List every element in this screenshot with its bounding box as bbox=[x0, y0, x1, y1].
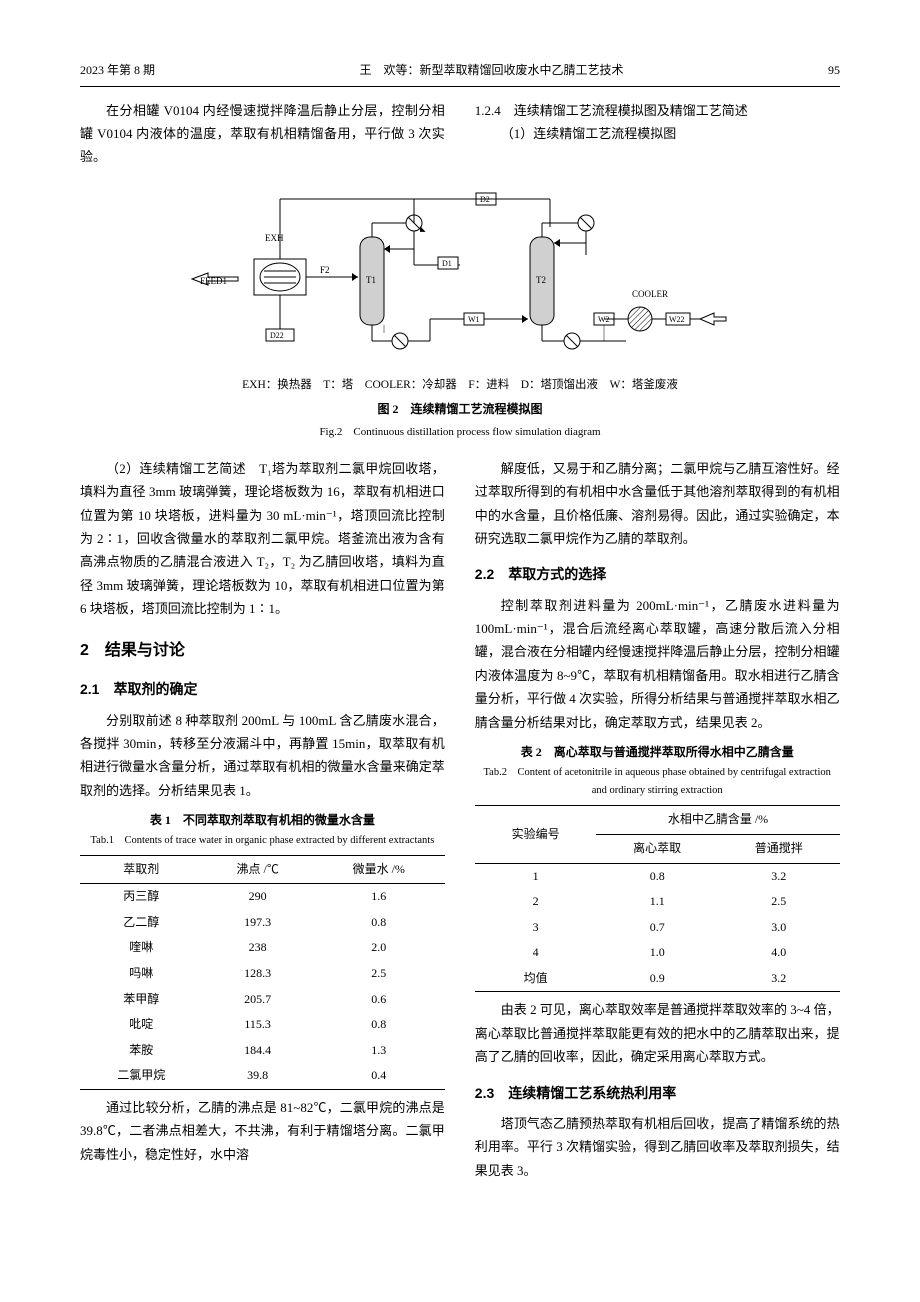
t2-sub1: 普通搅拌 bbox=[718, 834, 840, 863]
flow-diagram-svg: FEED1 EXH F2 D22 T1 D1 bbox=[180, 179, 740, 369]
label-d1: D1 bbox=[442, 259, 452, 268]
header-issue: 2023 年第 8 期 bbox=[80, 60, 155, 82]
figure-2: FEED1 EXH F2 D22 T1 D1 bbox=[80, 179, 840, 443]
subsection-2-3: 2.3 连续精馏工艺系统热利用率 bbox=[475, 1081, 840, 1106]
table-2-caption-cn: 表 2 离心萃取与普通搅拌萃取所得水相中乙腈含量 bbox=[475, 742, 840, 764]
label-w22: W22 bbox=[669, 315, 685, 324]
subsection-2-1: 2.1 萃取剂的确定 bbox=[80, 677, 445, 702]
table-row: 二氯甲烷39.80.4 bbox=[80, 1063, 445, 1089]
right-column: 解度低，又易于和乙腈分离；二氯甲烷与乙腈互溶性好。经过萃取所得到的有机相中水含量… bbox=[475, 457, 840, 1182]
table-2-caption-en: Tab.2 Content of acetonitrile in aqueous… bbox=[475, 764, 840, 802]
figure-2-legend: EXH：换热器 T：塔 COOLER：冷却器 F：进料 D：塔顶馏出液 W：塔釜… bbox=[80, 375, 840, 396]
t2-col-left: 实验编号 bbox=[475, 806, 597, 863]
table-2: 实验编号 水相中乙腈含量 /% 离心萃取 普通搅拌 10.83.221.12.5… bbox=[475, 805, 840, 992]
section-124-sub: （1）连续精馏工艺流程模拟图 bbox=[475, 122, 840, 145]
table-1: 萃取剂 沸点 /℃ 微量水 /% 丙三醇2901.6乙二醇197.30.8喹啉2… bbox=[80, 855, 445, 1090]
table-row: 丙三醇2901.6 bbox=[80, 884, 445, 910]
t1-h2: 微量水 /% bbox=[313, 855, 445, 884]
intro-left-text: 在分相罐 V0104 内经慢速搅拌降温后静止分层，控制分相罐 V0104 内液体… bbox=[80, 99, 445, 169]
figure-2-caption-en: Fig.2 Continuous distillation process fl… bbox=[80, 423, 840, 443]
table-row: 21.12.5 bbox=[475, 889, 840, 915]
table-1-caption-en: Tab.1 Contents of trace water in organic… bbox=[80, 832, 445, 851]
label-d22: D22 bbox=[270, 331, 284, 340]
left-p2: 分别取前述 8 种萃取剂 200mL 与 100mL 含乙腈废水混合，各搅拌 3… bbox=[80, 709, 445, 803]
table-row: 41.04.0 bbox=[475, 940, 840, 966]
label-f2: F2 bbox=[320, 265, 330, 275]
table-row: 30.73.0 bbox=[475, 915, 840, 941]
section-124-title: 1.2.4 连续精馏工艺流程模拟图及精馏工艺简述 bbox=[475, 99, 840, 122]
subsection-2-2: 2.2 萃取方式的选择 bbox=[475, 562, 840, 587]
label-cooler: COOLER bbox=[632, 289, 668, 299]
left-column: （2）连续精馏工艺简述 T₁塔为萃取剂二氯甲烷回收塔，填料为直径 3mm 玻璃弹… bbox=[80, 457, 445, 1182]
t2-sub0: 离心萃取 bbox=[596, 834, 718, 863]
intro-columns: 在分相罐 V0104 内经慢速搅拌降温后静止分层，控制分相罐 V0104 内液体… bbox=[80, 99, 840, 169]
table-row: 均值0.93.2 bbox=[475, 966, 840, 992]
table-1-caption-cn: 表 1 不同萃取剂萃取有机相的微量水含量 bbox=[80, 810, 445, 832]
header-page: 95 bbox=[828, 60, 840, 82]
body-columns: （2）连续精馏工艺简述 T₁塔为萃取剂二氯甲烷回收塔，填料为直径 3mm 玻璃弹… bbox=[80, 457, 840, 1182]
right-p4: 塔顶气态乙腈预热萃取有机相后回收，提高了精馏系统的热利用率。平行 3 次精馏实验… bbox=[475, 1112, 840, 1182]
label-exh: EXH bbox=[265, 233, 284, 243]
t1-h1: 沸点 /℃ bbox=[203, 855, 313, 884]
label-t1: T1 bbox=[366, 275, 376, 285]
table-row: 苯胺184.41.3 bbox=[80, 1038, 445, 1064]
left-p3: 通过比较分析，乙腈的沸点是 81~82℃，二氯甲烷的沸点是 39.8℃，二者沸点… bbox=[80, 1096, 445, 1166]
t1-h0: 萃取剂 bbox=[80, 855, 203, 884]
page-header: 2023 年第 8 期 王 欢等：新型萃取精馏回收废水中乙腈工艺技术 95 bbox=[80, 60, 840, 87]
label-w1: W1 bbox=[468, 315, 480, 324]
figure-2-caption-cn: 图 2 连续精馏工艺流程模拟图 bbox=[80, 399, 840, 421]
table-row: 吡啶115.30.8 bbox=[80, 1012, 445, 1038]
right-p3: 由表 2 可见，离心萃取效率是普通搅拌萃取效率的 3~4 倍，离心萃取比普通搅拌… bbox=[475, 998, 840, 1068]
left-p1: （2）连续精馏工艺简述 T₁塔为萃取剂二氯甲烷回收塔，填料为直径 3mm 玻璃弹… bbox=[80, 457, 445, 621]
table-row: 喹啉2382.0 bbox=[80, 935, 445, 961]
table-row: 苯甲醇205.70.6 bbox=[80, 987, 445, 1013]
header-title: 王 欢等：新型萃取精馏回收废水中乙腈工艺技术 bbox=[360, 60, 624, 82]
table-row: 吗啉128.32.5 bbox=[80, 961, 445, 987]
t2-group: 水相中乙腈含量 /% bbox=[596, 806, 839, 835]
label-t2: T2 bbox=[536, 275, 546, 285]
table-row: 10.83.2 bbox=[475, 863, 840, 889]
table-row: 乙二醇197.30.8 bbox=[80, 910, 445, 936]
right-p2: 控制萃取剂进料量为 200mL·min⁻¹，乙腈废水进料量为 100mL·min… bbox=[475, 594, 840, 734]
section-2: 2 结果与讨论 bbox=[80, 637, 445, 666]
right-p1: 解度低，又易于和乙腈分离；二氯甲烷与乙腈互溶性好。经过萃取所得到的有机相中水含量… bbox=[475, 457, 840, 551]
